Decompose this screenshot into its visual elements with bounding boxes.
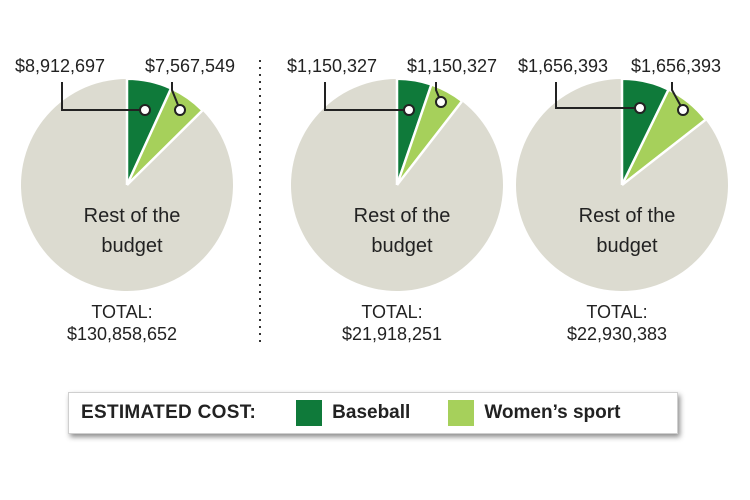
legend-title: ESTIMATED COST: [81, 402, 257, 423]
leader-line-baseball [61, 82, 145, 111]
legend: ESTIMATED COST: Baseball Women’s sport [68, 392, 678, 434]
label-womens-sport: $7,567,549 [145, 56, 235, 76]
leader-dot-womens-sport [435, 96, 447, 108]
label-baseball: $1,656,393 [518, 56, 608, 76]
total-label: TOTAL: [586, 302, 647, 322]
leader-dot-baseball [634, 102, 646, 114]
total-value: $21,918,251 [342, 324, 442, 344]
legend-swatch-womens-sport [448, 400, 475, 426]
label-womens-sport: $1,656,393 [631, 56, 721, 76]
slice-separator [126, 109, 204, 186]
slice-separator [125, 88, 173, 186]
leader-line-baseball [324, 82, 409, 111]
leader-dot-baseball [403, 104, 415, 116]
label-rest-of-budget: Rest of the budget [579, 205, 676, 257]
label-womens-sport: $1,150,327 [407, 56, 497, 76]
legend-swatch-baseball [296, 400, 323, 426]
pie-1: $8,912,697 $7,567,549 Rest of the budget TOT… [15, 56, 235, 344]
legend-label-baseball: Baseball [332, 402, 411, 423]
slice-separator [620, 89, 670, 186]
slice-separator [396, 100, 463, 186]
label-baseball: $1,150,327 [287, 56, 377, 76]
total-label: TOTAL: [91, 302, 152, 322]
leader-line-womens-sport [171, 82, 181, 111]
pie-2: $1,150,327 $1,150,327 Rest of the budget TOT… [287, 56, 503, 344]
label-rest-of-budget: Rest of the budget [84, 205, 181, 257]
leader-dot-baseball [139, 104, 151, 116]
slice-separator [395, 84, 433, 186]
slice-rest [20, 79, 233, 292]
legend-label-womens-sport: Women’s sport [484, 402, 621, 423]
label-rest-of-budget: Rest of the budget [354, 205, 451, 257]
total-label: TOTAL: [361, 302, 422, 322]
leader-line-baseball [555, 82, 640, 109]
slice-rest [515, 79, 728, 292]
slice-separator [621, 118, 707, 186]
leader-dot-womens-sport [677, 104, 689, 116]
leader-dot-womens-sport [174, 104, 186, 116]
total-value: $22,930,383 [567, 324, 667, 344]
label-baseball: $8,912,697 [15, 56, 105, 76]
pie-3: $1,656,393 $1,656,393 Rest of the budget TOT… [515, 56, 728, 344]
leader-line-womens-sport [671, 82, 684, 111]
total-value: $130,858,652 [67, 324, 177, 344]
